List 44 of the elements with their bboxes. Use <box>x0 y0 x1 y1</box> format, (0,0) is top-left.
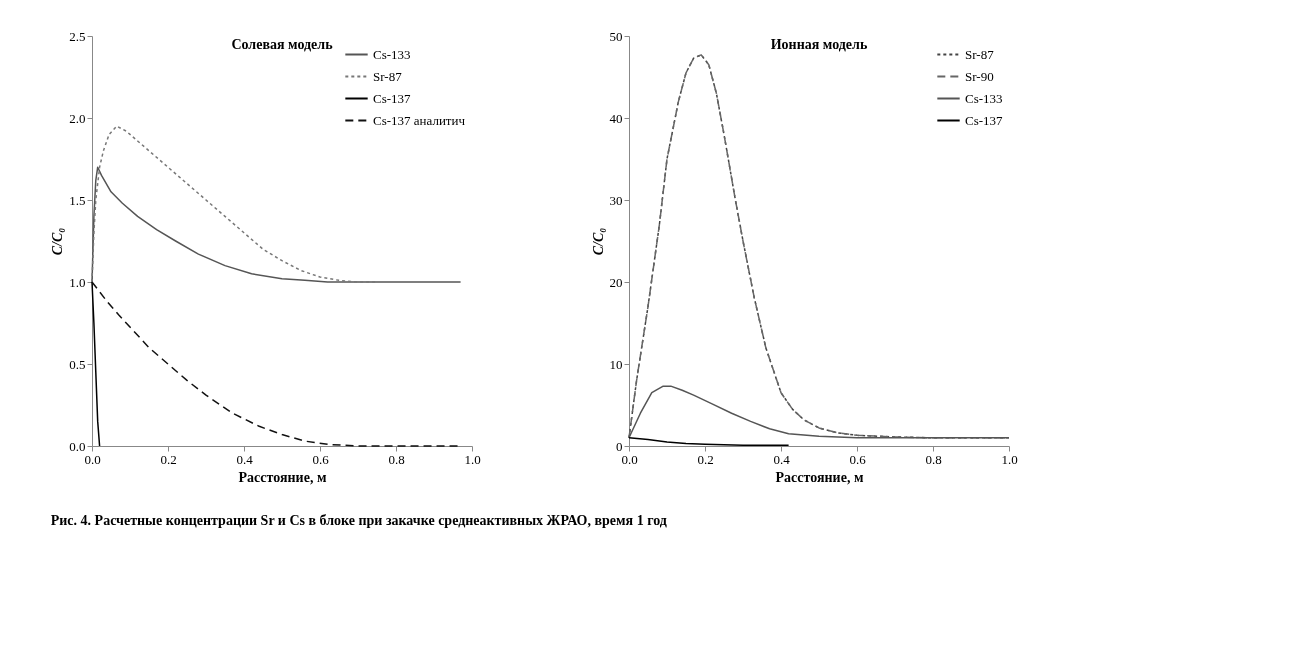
legend-label: Cs-133 <box>373 46 411 62</box>
legend-label: Cs-133 <box>965 90 1003 106</box>
line-series <box>628 437 790 446</box>
y-tick-label: 2.5 <box>69 28 86 44</box>
x-tick-label: 0.4 <box>773 451 791 467</box>
x-tick-label: 0.8 <box>388 451 405 467</box>
x-axis-title: Расстояние, м <box>238 469 327 485</box>
x-tick-label: 0.6 <box>312 451 330 467</box>
y-tick-label: 40 <box>609 110 623 126</box>
y-tick-label: 1.5 <box>69 192 86 208</box>
chart-title: Солевая модель <box>231 37 334 52</box>
legend-label: Sr-90 <box>965 68 994 84</box>
y-tick-label: 10 <box>609 356 623 372</box>
y-tick-label: 1.0 <box>69 274 86 290</box>
legend-label: Sr-87 <box>965 46 995 62</box>
legend-label: Cs-137 <box>373 90 412 106</box>
x-tick-label: 0.8 <box>925 451 942 467</box>
legend-label: Cs-137 аналитич <box>373 112 466 128</box>
y-tick-label: 0.0 <box>69 438 86 454</box>
x-tick-label: 1.0 <box>1001 451 1018 467</box>
y-axis-title: C/C₀ <box>50 227 66 256</box>
x-tick-label: 0.0 <box>84 451 101 467</box>
y-axis-title: C/C₀ <box>590 227 606 256</box>
chart-title: Ионная модель <box>770 37 868 52</box>
legend-label: Sr-87 <box>373 68 403 84</box>
line-series <box>628 385 1010 439</box>
y-tick-label: 0.5 <box>69 356 86 372</box>
x-tick-label: 0.2 <box>697 451 714 467</box>
line-series <box>91 281 101 447</box>
y-tick-label: 2.0 <box>69 110 86 126</box>
y-tick-label: 20 <box>609 274 623 290</box>
x-tick-label: 1.0 <box>464 451 481 467</box>
legend-label: Cs-137 <box>965 112 1004 128</box>
line-series <box>91 125 378 283</box>
x-axis-title: Расстояние, м <box>775 469 864 485</box>
x-tick-label: 0.6 <box>849 451 867 467</box>
x-tick-label: 0.4 <box>236 451 254 467</box>
x-tick-label: 0.2 <box>160 451 177 467</box>
x-tick-label: 0.0 <box>621 451 638 467</box>
y-tick-label: 30 <box>609 192 623 208</box>
y-tick-label: 50 <box>609 28 623 44</box>
text: Рис. 4. Расчетные концентрации Sr и Cs в блоке при закачке среднеактивных ЖРАО, время 1 год <box>50 513 667 528</box>
y-tick-label: 0 <box>616 438 623 454</box>
line-series <box>91 166 462 283</box>
